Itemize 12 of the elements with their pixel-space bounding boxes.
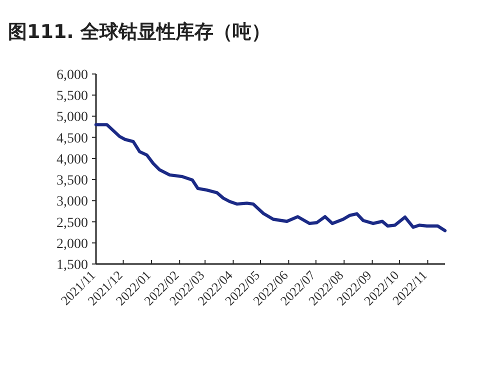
y-tick-label: 2,000 [56, 236, 88, 252]
y-tick-label: 4,500 [56, 131, 88, 146]
y-tick-label: 1,500 [56, 258, 88, 273]
y-tick-label: 3,500 [56, 174, 88, 189]
y-tick-label: 3,000 [56, 194, 88, 210]
y-tick-label: 4,000 [56, 152, 88, 168]
y-tick-label: 6,000 [56, 68, 88, 83]
y-tick-label: 5,000 [56, 110, 88, 126]
y-tick-label: 2,500 [56, 216, 88, 231]
chart-title: 图111. 全球钴显性库存（吨） [8, 21, 270, 43]
y-tick-label: 5,500 [56, 89, 88, 104]
line-series [94, 123, 447, 232]
